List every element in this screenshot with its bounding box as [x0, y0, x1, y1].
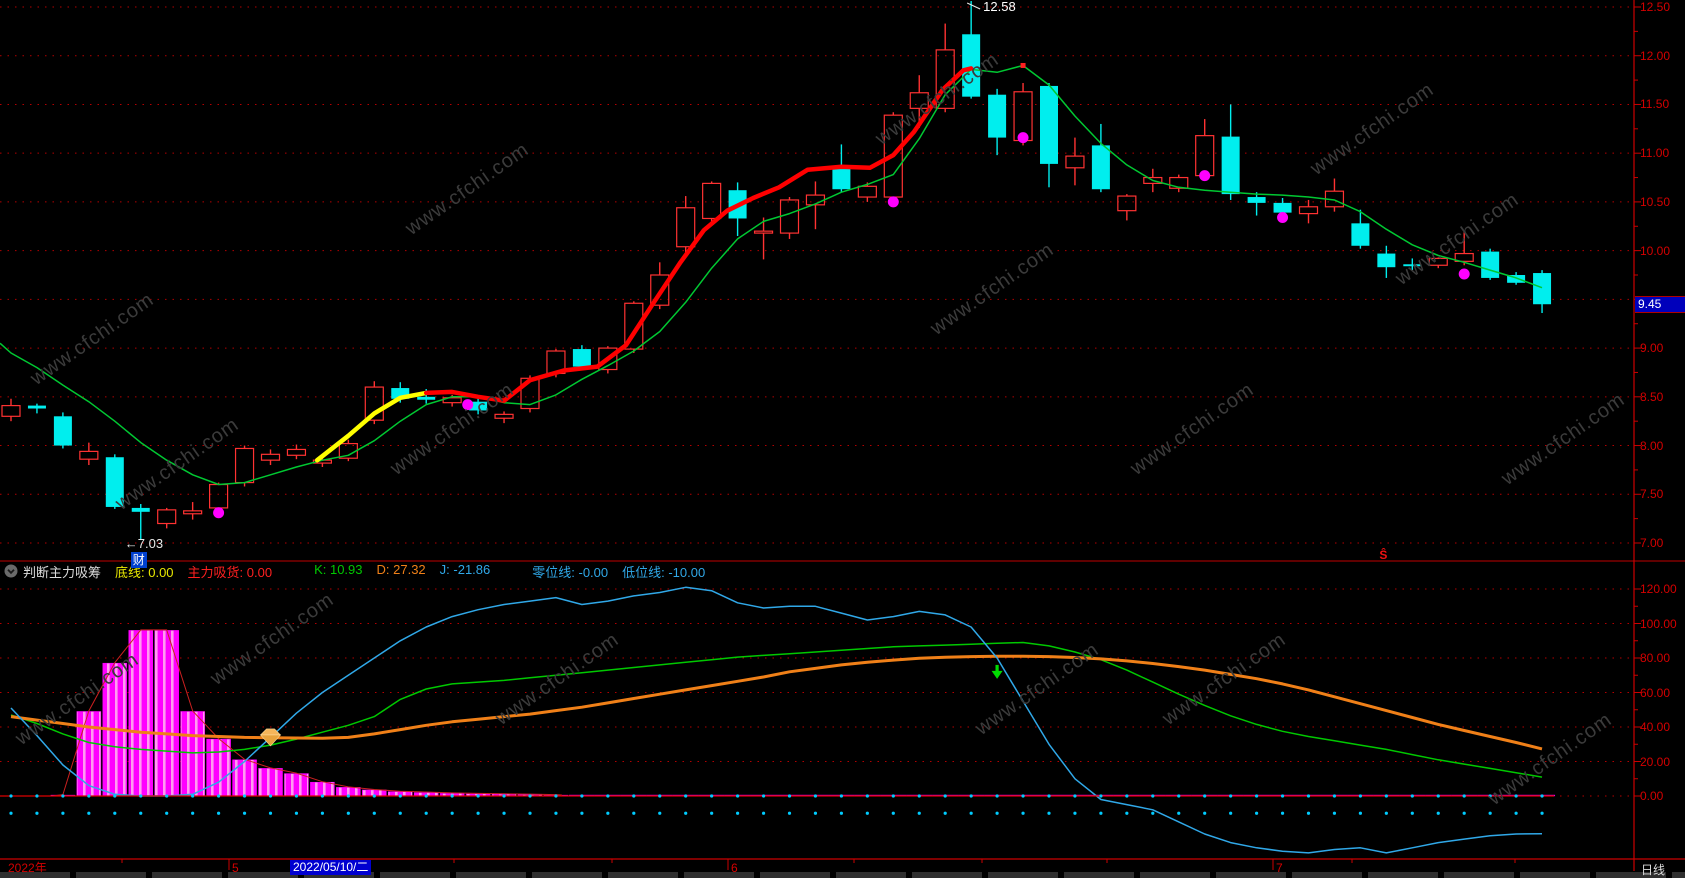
price-axis-label: 9.00 [1640, 341, 1664, 356]
indicator-field-主力吸货: 主力吸货: 0.00 [187, 564, 273, 580]
month-label: 7 [1276, 861, 1283, 875]
financial-report-tag: 财 [130, 552, 147, 568]
indicator-axis-label: 0.00 [1640, 789, 1664, 803]
indicator-field-低位线: 低位线: -10.00 [622, 564, 706, 580]
price-axis-label: 10.00 [1640, 243, 1671, 258]
indicator-field-K: K: 10.93 [314, 561, 363, 577]
period-label[interactable]: 日线 [1641, 863, 1666, 877]
low-price-annotation: ←7.03 [124, 536, 164, 551]
high-price-annotation: 12.58 [983, 0, 1016, 14]
indicator-values: 底线: 0.00 主力吸货: 0.00 K: 10.93 D: 27.32 J: -21… [101, 562, 705, 581]
last-price-tag: 9.45 [1635, 296, 1685, 314]
collapse-indicator-icon[interactable] [4, 564, 18, 578]
indicator-axis-label: 80.00 [1640, 651, 1671, 665]
indicator-axis-label: 40.00 [1640, 720, 1671, 734]
indicator-axis-label: 60.00 [1640, 685, 1671, 700]
price-axis-label: 11.00 [1640, 146, 1670, 161]
month-label: 6 [731, 861, 738, 875]
sell-signal-marker: Ŝ [1379, 548, 1388, 562]
indicator-field-底线: 底线: 0.00 [115, 564, 174, 580]
indicator-field-J: J: -21.86 [439, 561, 491, 577]
indicator-axis-label: 20.00 [1640, 754, 1671, 769]
indicator-axis-label: 120.00 [1640, 582, 1677, 596]
indicator-field-D: D: 27.32 [376, 561, 426, 577]
indicator-name[interactable]: 判断主力吸筹 [23, 564, 102, 580]
timeline-scrollbar[interactable] [0, 872, 1685, 878]
price-axis-label: 7.50 [1640, 487, 1664, 502]
indicator-field-零位线: 零位线: -0.00 [532, 564, 609, 580]
indicator-header: 判断主力吸筹 底线: 0.00 主力吸货: 0.00 K: 10.93 D: 27.3… [4, 562, 705, 580]
indicator-axis-label: 100.00 [1640, 616, 1677, 631]
selected-date-label: 2022/05/10/二 [290, 860, 372, 875]
price-axis-label: 7.00 [1640, 535, 1664, 550]
price-axis-label: 11.50 [1640, 97, 1670, 112]
price-axis-label: 12.50 [1640, 0, 1671, 14]
year-label: 2022年 [8, 861, 47, 875]
price-axis-label: 12.00 [1640, 48, 1671, 63]
price-axis-label: 8.50 [1640, 389, 1664, 404]
month-label: 5 [232, 861, 239, 875]
price-axis-label: 10.50 [1640, 194, 1671, 209]
price-axis-label: 8.00 [1640, 438, 1664, 453]
